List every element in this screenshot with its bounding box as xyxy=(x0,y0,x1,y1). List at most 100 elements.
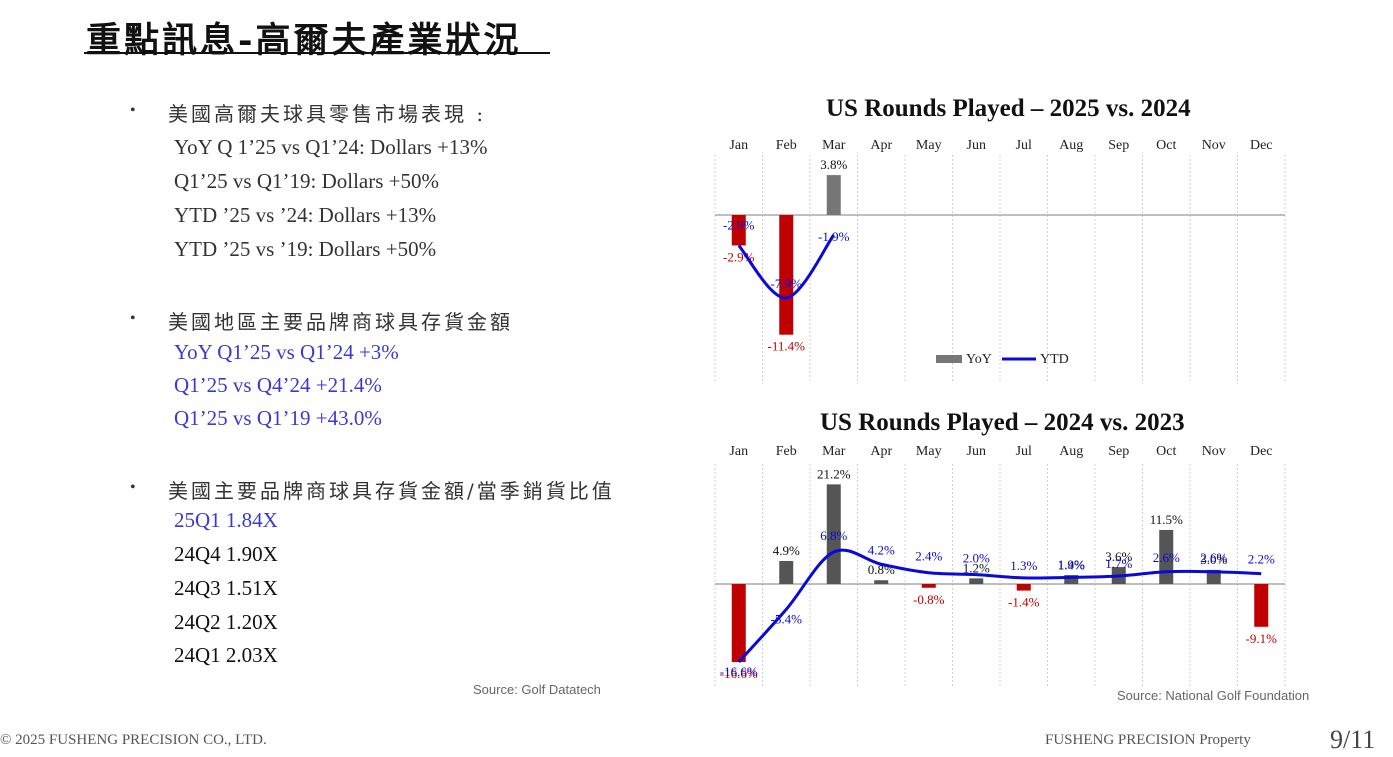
yoy-bar xyxy=(826,175,841,215)
yoy-bar xyxy=(731,584,746,663)
yoy-data-label: 3.0% xyxy=(1200,552,1227,567)
ytd-data-label: -7.9% xyxy=(771,276,803,291)
yoy-bar xyxy=(969,578,984,584)
month-label: Mar xyxy=(822,138,846,153)
left-source: Source: Golf Datatech xyxy=(473,682,601,697)
chart-2025-vs-2024: Jan Feb Mar Apr May Jun Jul Aug Sep Oct Nov Dec -2.9… xyxy=(714,138,1286,383)
yoy-data-label: 21.2% xyxy=(817,466,851,481)
month-label: Oct xyxy=(1156,138,1176,153)
chart-title-2024: US Rounds Played – 2024 vs. 2023 xyxy=(820,409,1185,436)
month-label: Dec xyxy=(1250,444,1273,459)
yoy-bar xyxy=(731,215,746,246)
page-number: 9/11 xyxy=(1330,725,1376,754)
yoy-bar xyxy=(1206,569,1221,584)
ytd-data-label: 4.2% xyxy=(868,542,895,557)
yoy-data-label: -16.6% xyxy=(720,666,758,681)
yoy-data-label: -0.8% xyxy=(913,592,945,607)
month-label: Jun xyxy=(967,444,986,459)
section-line: YoY Q 1’25 vs Q1’24: Dollars +13% xyxy=(174,135,488,159)
yoy-data-label: -1.4% xyxy=(1008,595,1040,610)
section-heading: 美國地區主要品牌商球具存貨金額 xyxy=(168,310,513,334)
section-line: 24Q4 1.90X xyxy=(174,542,278,566)
ytd-data-label: 1.4% xyxy=(1058,557,1085,572)
ytd-data-label: 2.6% xyxy=(1153,550,1180,565)
month-label: Aug xyxy=(1059,138,1083,153)
section-line: Q1’25 vs Q1’19: Dollars +50% xyxy=(174,169,439,193)
section-line: Q1’25 vs Q1’19 +43.0% xyxy=(174,406,382,430)
month-label: Mar xyxy=(822,444,846,459)
legend-yoy-swatch xyxy=(936,355,962,363)
section-line: 24Q1 2.03X xyxy=(174,643,278,667)
yoy-bar xyxy=(1254,584,1269,627)
month-label: Jan xyxy=(729,138,748,153)
ytd-data-label: -2.9% xyxy=(723,217,755,232)
footer-property: FUSHENG PRECISION Property xyxy=(1045,732,1251,748)
ytd-data-label: -5.4% xyxy=(771,611,803,626)
ytd-data-label: 1.3% xyxy=(1010,558,1037,573)
ytd-data-label: 2.0% xyxy=(963,551,990,566)
ytd-data-label: 2.4% xyxy=(915,549,942,564)
yoy-data-label: 11.5% xyxy=(1150,512,1183,527)
chart-title-2025: US Rounds Played – 2025 vs. 2024 xyxy=(826,95,1191,122)
yoy-bar xyxy=(874,580,889,584)
yoy-bar xyxy=(779,560,794,584)
yoy-bar xyxy=(921,584,936,588)
month-label: Sep xyxy=(1108,444,1129,459)
section-line: 25Q1 1.84X xyxy=(174,508,278,532)
month-label: Feb xyxy=(776,138,797,153)
month-label: Feb xyxy=(776,444,797,459)
month-label: Apr xyxy=(870,138,892,153)
yoy-bar xyxy=(826,484,841,584)
yoy-data-label: 4.9% xyxy=(773,543,800,558)
section-line: Q1’25 vs Q4’24 +21.4% xyxy=(174,373,382,397)
yoy-data-label: 3.6% xyxy=(1105,549,1132,564)
month-label: Nov xyxy=(1202,138,1226,153)
legend-ytd-label: YTD xyxy=(1040,352,1069,367)
bullet-icon: • xyxy=(130,310,136,327)
yoy-data-label: -11.4% xyxy=(768,339,806,354)
ytd-line xyxy=(737,548,1262,664)
month-label: Jul xyxy=(1016,138,1032,153)
month-label: May xyxy=(916,444,942,459)
footer-copyright: © 2025 FUSHENG PRECISION CO., LTD. xyxy=(0,732,267,748)
section-line: YTD ’25 vs ’24: Dollars +13% xyxy=(174,203,437,227)
section-line: YoY Q1’25 vs Q1’24 +3% xyxy=(174,340,399,364)
yoy-bar xyxy=(1016,584,1031,591)
yoy-bar xyxy=(779,215,794,335)
month-label: Jun xyxy=(967,138,986,153)
ytd-data-label: 6.8% xyxy=(820,528,847,543)
right-source: Source: National Golf Foundation xyxy=(1117,688,1310,703)
month-label: Jul xyxy=(1016,444,1032,459)
section-line: 24Q3 1.51X xyxy=(174,576,278,600)
page-title: 重點訊息-高爾夫產業狀況 xyxy=(86,20,522,61)
section-line: 24Q2 1.20X xyxy=(174,610,278,634)
ytd-data-label: 2.6% xyxy=(1200,550,1227,565)
bullet-icon: • xyxy=(130,479,136,496)
yoy-data-label: -9.1% xyxy=(1246,631,1278,646)
section-heading: 美國主要品牌商球具存貨金額/當季銷貨比值 xyxy=(168,479,615,503)
month-label: Apr xyxy=(870,444,892,459)
month-label: Sep xyxy=(1108,138,1129,153)
section-line: YTD ’25 vs ’19: Dollars +50% xyxy=(174,237,437,261)
title-underline xyxy=(84,52,550,54)
month-label: Aug xyxy=(1059,444,1083,459)
yoy-data-label: 3.8% xyxy=(820,157,847,172)
yoy-data-label: 1.2% xyxy=(963,560,990,575)
ytd-data-label: -1.9% xyxy=(818,229,850,244)
chart-2024-vs-2023: Jan Feb Mar Apr May Jun Jul Aug Sep Oct Nov Dec -16.… xyxy=(714,444,1286,688)
ytd-data-label: 2.2% xyxy=(1248,552,1275,567)
yoy-bar xyxy=(1064,575,1079,584)
section-heading: 美國高爾夫球具零售市場表現 : xyxy=(168,102,487,126)
yoy-data-label: -2.9% xyxy=(723,249,755,264)
month-label: Dec xyxy=(1250,138,1273,153)
month-label: Oct xyxy=(1156,444,1176,459)
ytd-data-label: 1.7% xyxy=(1105,556,1132,571)
ytd-data-label: -16.6% xyxy=(720,664,758,679)
ytd-line xyxy=(737,234,835,300)
month-label: Jan xyxy=(729,444,748,459)
yoy-data-label: 1.9% xyxy=(1058,557,1085,572)
legend-yoy-label: YoY xyxy=(966,352,992,367)
bullet-icon: • xyxy=(130,102,136,119)
month-label: May xyxy=(916,138,942,153)
month-label: Nov xyxy=(1202,444,1226,459)
